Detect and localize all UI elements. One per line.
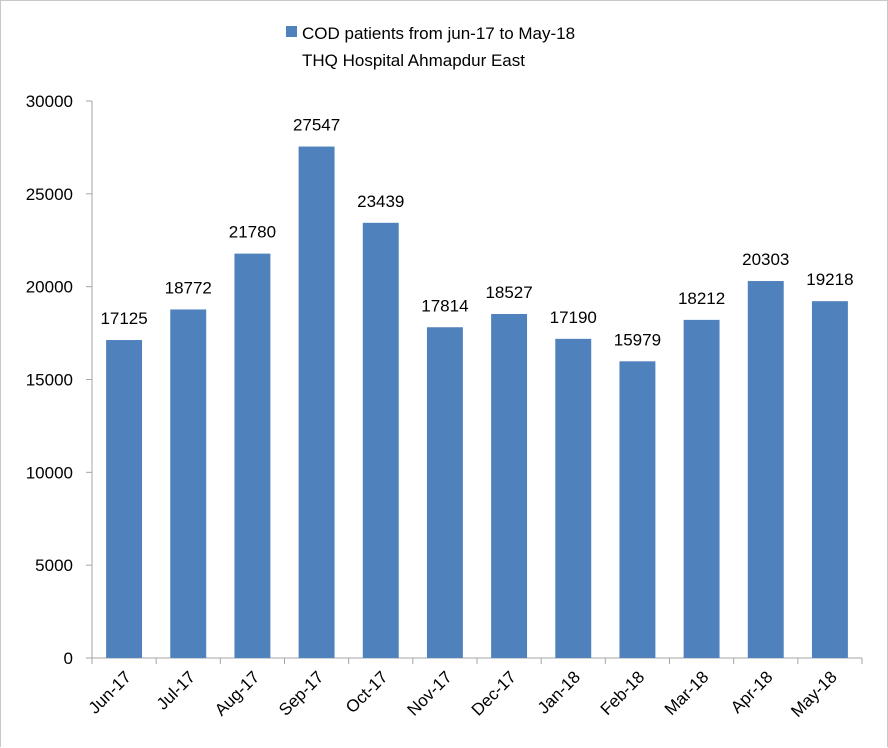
- data-label: 23439: [357, 192, 404, 211]
- data-label: 17814: [421, 296, 468, 315]
- bar-jun-17: [106, 340, 143, 658]
- x-tick-label: Aug-17: [211, 667, 263, 719]
- x-tick-label: Dec-17: [468, 667, 520, 719]
- bar-mar-18: [683, 319, 720, 658]
- y-axis: 0 5000 10000 15000 20000 25000 30000: [26, 92, 93, 668]
- x-tick-label: Jul-17: [153, 667, 199, 713]
- data-label: 19218: [806, 270, 853, 289]
- bar-dec-17: [491, 314, 528, 658]
- x-tick-label: Oct-17: [342, 667, 392, 717]
- bar-nov-17: [426, 327, 463, 658]
- y-tick-label: 5000: [35, 556, 73, 575]
- x-tick-labels: Jun-17 Jul-17 Aug-17 Sep-17 Oct-17 Nov-17 Dec-…: [85, 667, 841, 721]
- data-label: 20303: [742, 250, 789, 269]
- legend: COD patients from jun-17 to May-18 THQ H…: [286, 24, 575, 70]
- data-label: 17125: [100, 309, 147, 328]
- bar-feb-18: [619, 361, 656, 658]
- x-tick-label: Sep-17: [275, 667, 327, 719]
- y-tick-label: 30000: [26, 92, 73, 111]
- x-tick-label: May-18: [787, 667, 841, 721]
- bar-oct-17: [362, 222, 399, 658]
- y-tick-label: 10000: [26, 463, 73, 482]
- x-tick-label: Jun-17: [85, 667, 135, 717]
- x-tick-label: Mar-18: [661, 667, 713, 719]
- data-label: 15979: [614, 330, 661, 349]
- x-tick-label: Nov-17: [404, 667, 456, 719]
- data-label: 21780: [229, 223, 276, 242]
- bar-jul-17: [170, 309, 207, 658]
- y-tick-label: 20000: [26, 278, 73, 297]
- bar-may-18: [811, 301, 848, 658]
- data-label: 18212: [678, 289, 725, 308]
- bars: [106, 146, 848, 659]
- y-tick-label: 0: [64, 649, 73, 668]
- data-label: 27547: [293, 116, 340, 135]
- bar-sep-17: [298, 146, 335, 658]
- bar-jan-18: [555, 338, 592, 658]
- x-tick-label: Jan-18: [534, 667, 584, 717]
- data-label: 18527: [485, 283, 532, 302]
- data-label: 18772: [165, 278, 212, 297]
- x-tick-label: Feb-18: [597, 667, 649, 719]
- x-tick-label: Apr-18: [727, 667, 777, 717]
- bar-apr-18: [747, 281, 784, 658]
- y-tick-label: 25000: [26, 185, 73, 204]
- bar-aug-17: [234, 253, 271, 659]
- data-labels: 17125 18772 21780 27547 23439 17814 18527 17190…: [100, 116, 853, 350]
- y-tick-label: 15000: [26, 371, 73, 390]
- legend-swatch: [286, 26, 297, 37]
- legend-entry: COD patients from jun-17 to May-18: [302, 24, 575, 43]
- x-axis: [91, 657, 863, 664]
- legend-subtitle: THQ Hospital Ahmapdur East: [302, 51, 525, 70]
- data-label: 17190: [550, 308, 597, 327]
